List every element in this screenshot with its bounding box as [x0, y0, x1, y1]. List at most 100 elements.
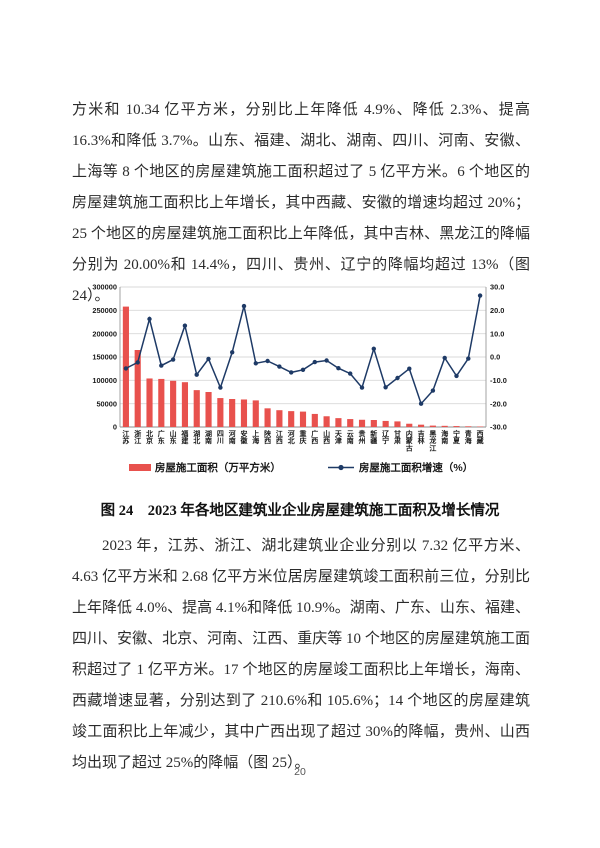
chart-legend: 房屋施工面积（万平方米） 房屋施工面积增速（%）: [82, 460, 520, 475]
bar: [406, 423, 413, 427]
bar: [264, 408, 271, 427]
bar: [276, 410, 283, 427]
line-point: [241, 303, 247, 309]
category-label: 海南: [441, 429, 448, 445]
category-label: 广东: [158, 429, 165, 445]
line-point: [454, 373, 459, 379]
bar: [370, 420, 377, 427]
category-label: 陕西: [264, 429, 272, 445]
line-point: [159, 363, 164, 368]
bar: [311, 413, 318, 427]
legend-area-label: 房屋施工面积（万平方米）: [154, 462, 281, 474]
line-point: [371, 346, 376, 351]
construction-area-chart: 0 -30.0 50000 -20.0 100000 -10.0 150000 0.0 2000…: [82, 281, 520, 475]
bar: [382, 420, 389, 427]
bar-series-swatch-icon: [128, 464, 151, 471]
bar: [134, 350, 141, 427]
category-label: 四川: [216, 430, 224, 445]
bar: [417, 424, 425, 427]
line-point: [265, 358, 270, 364]
bar: [205, 392, 212, 427]
right-axis-tick: 20.0: [490, 306, 504, 315]
left-axis-tick: 150000: [92, 353, 117, 362]
category-label: 湖北: [193, 429, 200, 445]
category-label: 云南: [347, 430, 354, 445]
line-point: [230, 350, 235, 355]
bar: [335, 418, 342, 427]
line-point: [123, 366, 129, 371]
chart-canvas: 0 -30.0 50000 -20.0 100000 -10.0 150000 0.0 2000…: [92, 283, 507, 453]
category-label: 辽宁: [382, 429, 389, 445]
category-label: 河北: [288, 429, 295, 445]
line-point: [147, 316, 152, 322]
category-label: 山西: [323, 429, 330, 445]
line-point: [182, 323, 188, 328]
left-axis-tick: 0: [113, 423, 117, 432]
legend-growth-label: 房屋施工面积增速（%）: [358, 462, 474, 474]
bar: [429, 425, 436, 427]
category-label: 江苏: [122, 429, 129, 445]
paragraph-completed-area: 2023 年，江苏、浙江、湖北建筑业企业分别以 7.32 亿平方米、4.63 亿…: [72, 538, 530, 771]
line-point: [466, 356, 471, 361]
bar: [217, 398, 224, 427]
line-point: [218, 385, 223, 390]
bar: [453, 426, 460, 427]
category-label: 西藏: [477, 430, 484, 445]
right-axis-tick: 0.0: [490, 353, 500, 362]
bar: [170, 380, 177, 427]
category-label: 湖南: [205, 429, 212, 445]
category-label: 青海: [465, 429, 472, 445]
paragraph-construction-area: 方米和 10.34 亿平方米，分别比上年降低 4.9%、降低 2.3%、提高 1…: [72, 102, 530, 304]
category-label: 北京: [146, 429, 153, 445]
bar: [441, 425, 448, 427]
line-point: [477, 293, 483, 298]
line-point: [300, 367, 306, 372]
right-axis-tick: -20.0: [490, 399, 507, 408]
line-point: [253, 361, 258, 366]
legend-item-growth: 房屋施工面积增速（%）: [327, 460, 473, 475]
growth-line: [125, 295, 481, 406]
page-number: 20: [294, 766, 306, 778]
bar: [394, 421, 401, 427]
bar: [465, 426, 472, 427]
category-label: 山东: [170, 429, 177, 445]
bar: [323, 416, 330, 427]
figure-caption: 图 24 2023 年各地区建筑业企业房屋建筑施工面积及增长情况: [100, 502, 500, 519]
line-point: [442, 355, 447, 361]
line-point: [289, 370, 294, 375]
line-point: [395, 375, 400, 381]
line-point: [170, 357, 176, 362]
category-label: 广西: [311, 429, 318, 445]
category-label: 贵州: [358, 429, 366, 445]
bar: [181, 382, 189, 427]
category-label: 甘肃: [394, 429, 401, 445]
category-label: 福建: [180, 429, 189, 445]
legend-item-area: 房屋施工面积（万平方米）: [128, 460, 281, 475]
right-axis-tick: -30.0: [490, 423, 507, 432]
line-point: [407, 366, 412, 371]
left-axis-tick: 50000: [96, 399, 117, 408]
right-axis-tick: -10.0: [490, 376, 507, 385]
category-label: 江西: [276, 429, 283, 445]
bar: [288, 411, 295, 427]
left-axis-tick: 300000: [92, 283, 117, 292]
line-point: [135, 360, 140, 365]
line-point: [336, 366, 341, 371]
category-label: 新疆: [370, 429, 377, 445]
line-point: [277, 364, 282, 369]
bar: [358, 419, 366, 427]
right-axis-tick: 30.0: [490, 283, 504, 292]
line-point: [430, 388, 436, 393]
category-label: 浙江: [134, 429, 141, 445]
bar: [229, 399, 236, 427]
bar: [146, 378, 153, 427]
line-series-swatch-icon: [327, 464, 354, 471]
line-point: [418, 401, 424, 406]
category-label: 安徽: [240, 429, 249, 445]
line-point: [383, 385, 388, 390]
bar: [347, 419, 354, 427]
line-point: [348, 371, 353, 376]
line-point: [359, 385, 365, 390]
right-axis-tick: 10.0: [490, 329, 504, 338]
